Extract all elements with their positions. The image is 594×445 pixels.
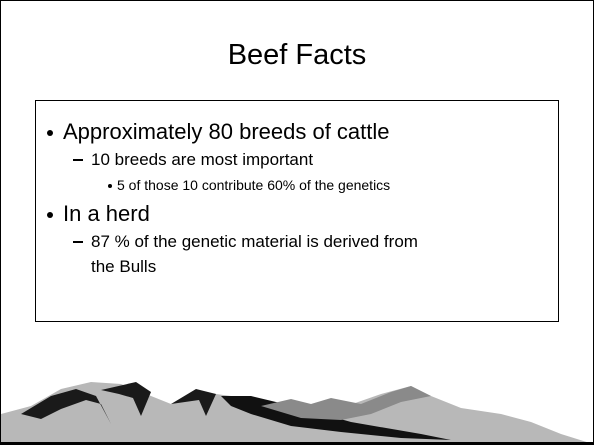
- bullet-box: Approximately 80 breeds of cattle 10 bree…: [35, 100, 559, 322]
- bullet-text: 5 of those 10 contribute 60% of the gene…: [117, 177, 390, 193]
- bullet-level-1: In a herd: [36, 199, 558, 229]
- bullet-level-2: 10 breeds are most important: [36, 147, 421, 172]
- page: Beef Facts Approximately 80 breeds of ca…: [0, 0, 594, 445]
- bullet-level-3: 5 of those 10 contribute 60% of the gene…: [36, 172, 558, 199]
- bullet-marker: [108, 184, 112, 188]
- bullet-text: Approximately 80 breeds of cattle: [63, 119, 390, 144]
- bullet-text: 87 % of the genetic material is derived …: [91, 232, 418, 276]
- slide-title: Beef Facts: [1, 39, 593, 72]
- bullet-marker: [47, 130, 53, 136]
- bullet-text: 10 breeds are most important: [91, 150, 313, 169]
- mountain-graphic: [1, 334, 593, 444]
- bullet-marker: [73, 159, 83, 161]
- bullet-marker: [73, 241, 83, 243]
- bullet-level-1: Approximately 80 breeds of cattle: [36, 117, 558, 147]
- slide: Beef Facts Approximately 80 breeds of ca…: [0, 0, 594, 445]
- bullet-text: In a herd: [63, 201, 150, 226]
- bullet-level-2: 87 % of the genetic material is derived …: [36, 229, 421, 279]
- bullet-marker: [47, 212, 53, 218]
